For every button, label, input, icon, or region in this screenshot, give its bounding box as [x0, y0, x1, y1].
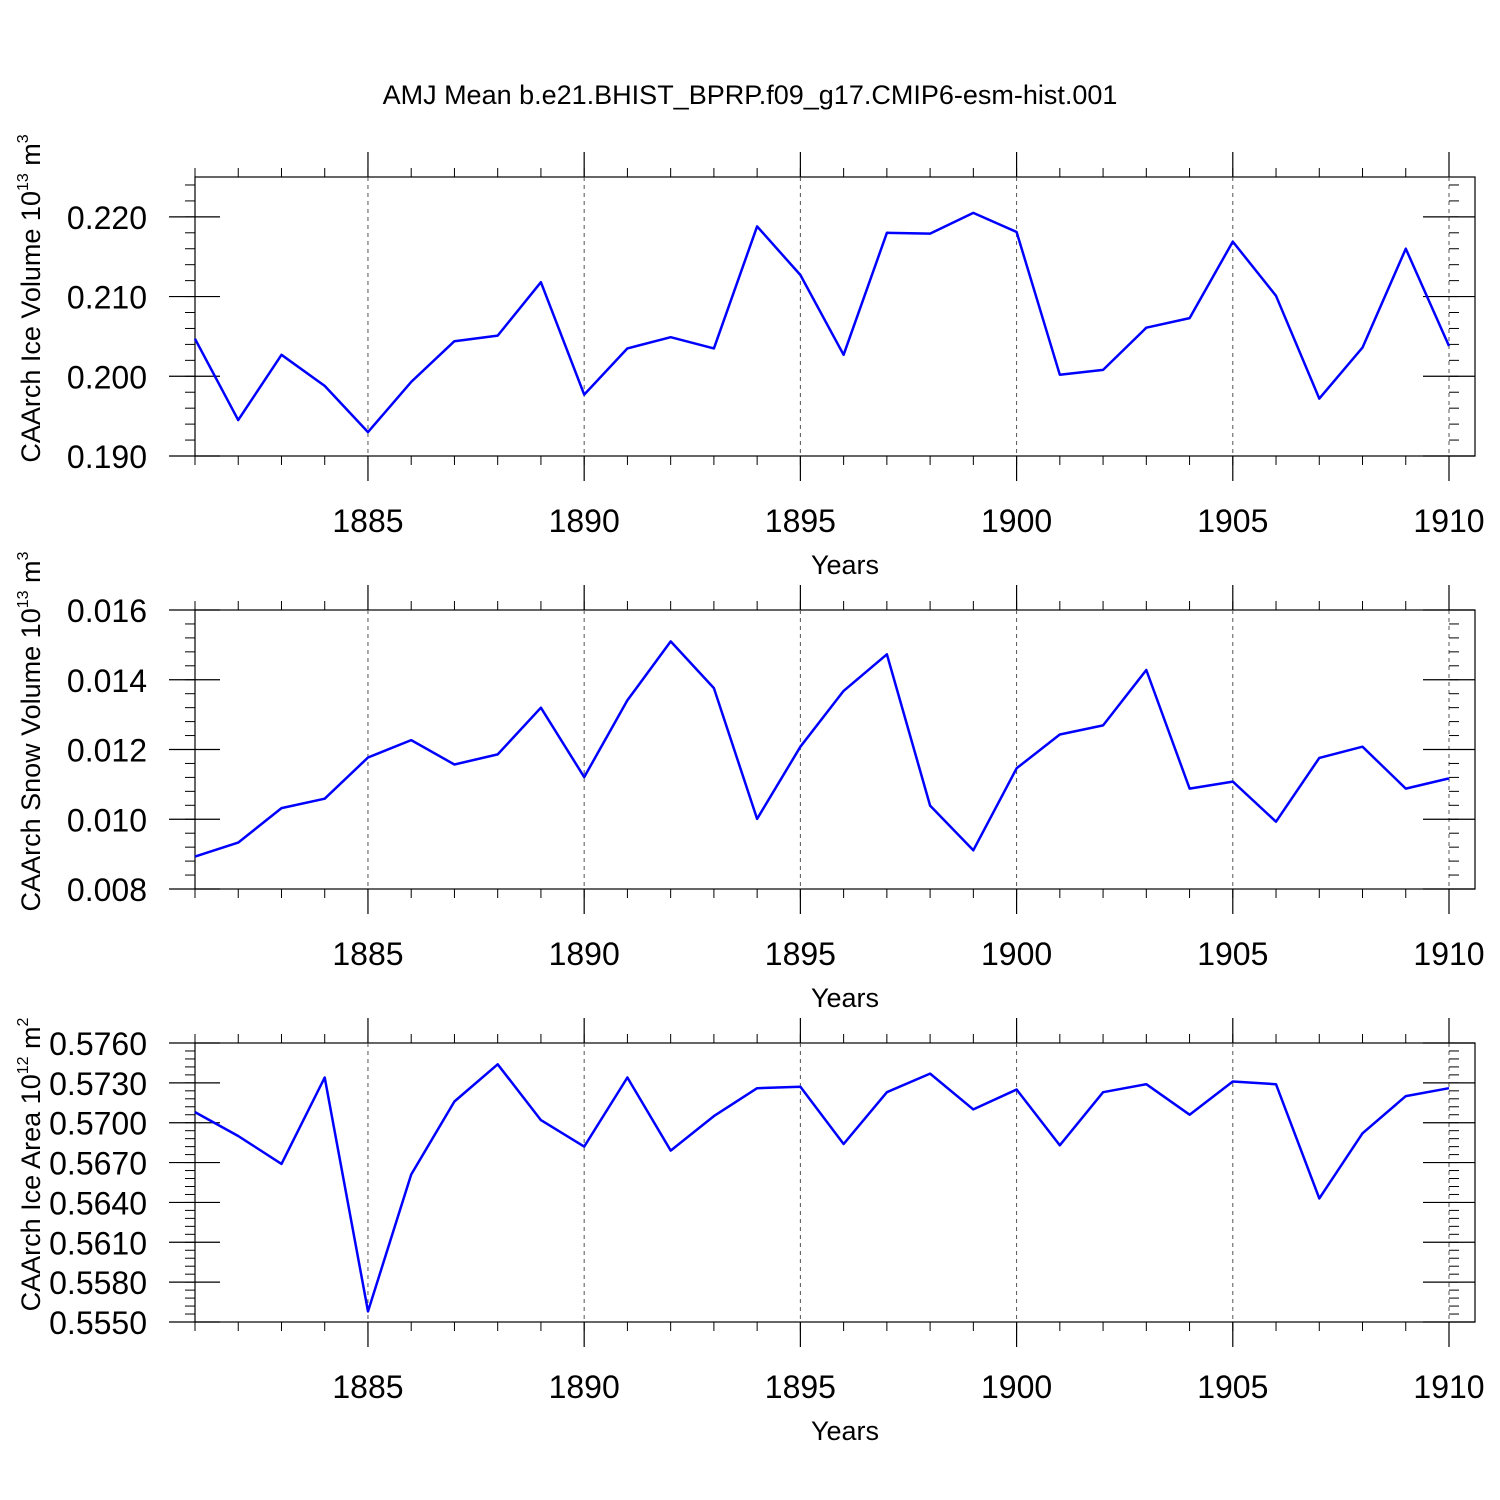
y-tick-label: 0.5670 — [49, 1146, 147, 1182]
series-line — [194, 1063, 1450, 1313]
y-axis-label: CAArch Ice Area 1012 m2 — [15, 1017, 46, 1311]
x-tick-label: 1905 — [1197, 503, 1268, 539]
x-tick-label: 1885 — [332, 936, 403, 972]
panel-1: 1885 1890 1895 1900 1905 1910 0.190 0.200 0.210 0… — [15, 134, 1485, 580]
y-tick-label: 0.014 — [67, 663, 147, 699]
x-tick-label: 1905 — [1197, 936, 1268, 972]
y-tick-label: 0.5610 — [49, 1225, 147, 1261]
x-tick-label: 1885 — [332, 503, 403, 539]
x-tick-label: 1900 — [981, 936, 1052, 972]
series-line — [193, 211, 1451, 434]
panel-2: 1885 1890 1895 1900 1905 1910 0.008 0.010 0.012 0… — [15, 551, 1485, 1013]
y-tick-label: 0.190 — [67, 439, 147, 475]
y-tick-label: 0.010 — [67, 802, 147, 838]
y-axis-label: CAArch Snow Volume 1013 m3 — [15, 551, 46, 911]
x-tick-label: 1890 — [549, 1369, 620, 1405]
figure-title: AMJ Mean b.e21.BHIST_BPRP.f09_g17.CMIP6-… — [382, 80, 1118, 110]
plot-frame — [194, 1042, 1476, 1323]
x-tick-label: 1895 — [765, 1369, 836, 1405]
plot-frame — [194, 176, 1476, 457]
y-tick-label: 0.5550 — [49, 1305, 147, 1341]
x-tick-label: 1890 — [549, 503, 620, 539]
x-tick-label: 1895 — [765, 936, 836, 972]
x-tick-label: 1900 — [981, 1369, 1052, 1405]
x-tick-label: 1895 — [765, 503, 836, 539]
y-tick-label: 0.008 — [67, 872, 147, 908]
y-tick-label: 0.200 — [67, 359, 147, 395]
panel-3: 1885 1890 1895 1900 1905 1910 0.5550 0.5580 0.56… — [15, 1017, 1485, 1446]
y-axis-label: CAArch Ice Volume 1013 m3 — [15, 134, 46, 462]
x-axis-label: Years — [811, 983, 879, 1013]
y-tick-label: 0.210 — [67, 280, 147, 316]
x-tick-label: 1890 — [549, 936, 620, 972]
y-tick-label: 0.5730 — [49, 1066, 147, 1102]
y-tick-label: 0.5640 — [49, 1185, 147, 1221]
x-tick-label: 1900 — [981, 503, 1052, 539]
y-tick-label: 0.5760 — [49, 1026, 147, 1062]
y-tick-label: 0.5700 — [49, 1106, 147, 1142]
x-tick-label: 1885 — [332, 1369, 403, 1405]
y-tick-label: 0.012 — [67, 733, 147, 769]
x-tick-label: 1910 — [1413, 503, 1484, 539]
x-tick-label: 1910 — [1413, 1369, 1484, 1405]
x-tick-label: 1905 — [1197, 1369, 1268, 1405]
x-axis-label: Years — [811, 1416, 879, 1446]
x-axis-label: Years — [811, 550, 879, 580]
x-tick-label: 1910 — [1413, 936, 1484, 972]
y-tick-label: 0.220 — [67, 200, 147, 236]
y-tick-label: 0.5580 — [49, 1265, 147, 1301]
series-line — [194, 640, 1450, 858]
y-tick-label: 0.016 — [67, 593, 147, 629]
